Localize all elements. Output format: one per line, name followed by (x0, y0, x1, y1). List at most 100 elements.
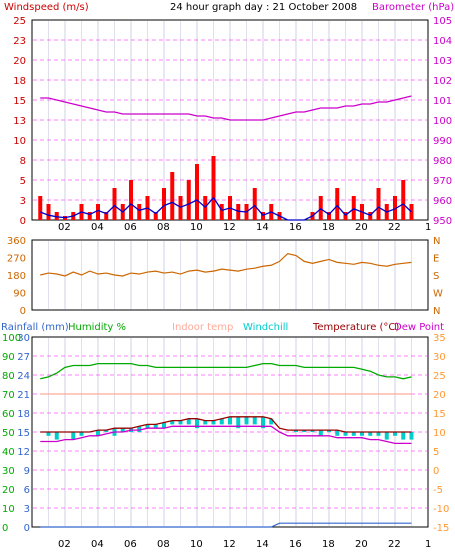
windchill-bar (409, 432, 414, 440)
windchill-bar (178, 420, 183, 425)
windspeed-bar (54, 212, 59, 220)
legend-indoor-temp: Indoor temp (172, 322, 233, 333)
rain-y-tick: 21 (17, 390, 30, 401)
x-tick-label: 10 (190, 539, 203, 550)
wind-y-tick: 10 (13, 136, 26, 147)
dewpoint-line (40, 425, 412, 445)
barometer-y-tick: 102 (433, 76, 452, 87)
barometer-y-tick: 104 (433, 36, 452, 47)
humidity-y-tick: 70 (2, 390, 15, 401)
x-tick-label: 02 (58, 222, 71, 233)
windspeed-bar (327, 212, 331, 220)
temp-y-tick: 20 (433, 390, 446, 401)
barometer-axis-label: Barometer (hPa) (372, 2, 454, 13)
wind-plot (38, 95, 414, 221)
humidity-y-tick: 90 (2, 352, 15, 363)
windspeed-bar (186, 180, 191, 220)
temp-y-tick: -5 (433, 485, 443, 496)
x-tick-label: 22 (388, 222, 401, 233)
barometer-line (40, 95, 412, 121)
direction-compass-tick: E (433, 254, 439, 265)
humidity-y-tick: 0 (2, 523, 8, 534)
windspeed-bar (252, 188, 257, 220)
windchill-bar (211, 420, 216, 425)
windchill-bar (71, 432, 76, 440)
temp-y-tick: -10 (433, 504, 449, 515)
windspeed-bar (236, 204, 241, 220)
rain-y-tick: 9 (24, 466, 30, 477)
windchill-bar (393, 432, 397, 436)
x-tick-label: 20 (355, 539, 368, 550)
x-tick-label: 18 (322, 222, 335, 233)
x-tick-label: 02 (58, 539, 71, 550)
direction-line (40, 252, 412, 277)
windspeed-bar (104, 212, 109, 220)
direction-y-tick: 0 (20, 306, 26, 317)
x-tick-label: 10 (190, 222, 203, 233)
windchill-bar (351, 432, 356, 436)
legend-rainfall: Rainfall (mm) (1, 322, 69, 333)
windchill-bar (137, 426, 142, 432)
barometer-y-tick: 980 (433, 156, 452, 167)
barometer-y-tick: 101 (433, 96, 452, 107)
windchill-bar (294, 430, 298, 432)
windchill-bar (153, 424, 158, 429)
x-tick-label: 04 (91, 222, 104, 233)
humidity-y-tick: 10 (2, 504, 15, 515)
humidity-y-tick: 100 (2, 333, 21, 344)
direction-y-tick: 180 (7, 271, 26, 282)
windchill-bar (236, 416, 241, 429)
windchill-bar (327, 430, 331, 432)
x-tick-label: 1 (425, 539, 431, 550)
windspeed-bar (393, 196, 397, 220)
barometer-y-tick: 100 (433, 116, 452, 127)
humidity-y-tick: 20 (2, 485, 15, 496)
humidity-line (40, 362, 412, 380)
rain-y-tick: 24 (17, 371, 30, 382)
windspeed-bar (335, 188, 340, 220)
windchill-bar (401, 432, 406, 440)
x-tick-label: 22 (388, 539, 401, 550)
windspeed-bar (87, 212, 92, 220)
windspeed-axis-label: Windspeed (m/s) (4, 2, 89, 13)
windchill-bar (170, 420, 175, 425)
barometer-y-tick: 960 (433, 196, 452, 207)
x-tick-label: 20 (355, 222, 368, 233)
windspeed-bar (261, 212, 265, 220)
barometer-y-tick: 950 (433, 216, 452, 227)
rain-y-tick: 12 (17, 447, 30, 458)
wind-y-tick: 0 (20, 216, 26, 227)
windspeed-bar (368, 212, 373, 220)
chart-title: 24 hour graph day : 21 October 2008 (170, 2, 357, 13)
direction-y-tick: 270 (7, 254, 26, 265)
humidity-y-tick: 40 (2, 447, 15, 458)
windspeed-bar (351, 196, 356, 220)
direction-y-tick: 90 (13, 289, 26, 300)
wind-y-tick: 13 (13, 116, 26, 127)
windchill-bar (228, 416, 232, 425)
temp-y-tick: 30 (433, 352, 446, 363)
windspeed-bar (162, 188, 166, 220)
rain-y-tick: 6 (24, 485, 30, 496)
windchill-bar (368, 432, 373, 436)
temp-y-tick: 0 (433, 466, 439, 477)
x-tick-label: 06 (124, 222, 137, 233)
windchill-bar (195, 418, 199, 429)
rain-y-tick: 18 (17, 409, 30, 420)
windchill-bar (79, 432, 84, 436)
windspeed-bar (137, 204, 142, 220)
windchill-bar (343, 432, 348, 436)
windspeed-bar (195, 164, 199, 220)
windspeed-bar (96, 204, 100, 220)
rain-y-tick: 27 (17, 352, 30, 363)
wind-y-tick: 15 (13, 96, 26, 107)
windchill-bar (261, 416, 265, 429)
windspeed-bar (178, 196, 183, 220)
windchill-bar (186, 418, 191, 425)
legend-temperature: Temperature (°C) (312, 322, 399, 333)
x-tick-label: 14 (256, 539, 269, 550)
windspeed-bar (318, 196, 323, 220)
barometer-y-tick: 103 (433, 56, 452, 67)
windchill-bar (244, 416, 249, 425)
windspeed-bar (46, 204, 51, 220)
